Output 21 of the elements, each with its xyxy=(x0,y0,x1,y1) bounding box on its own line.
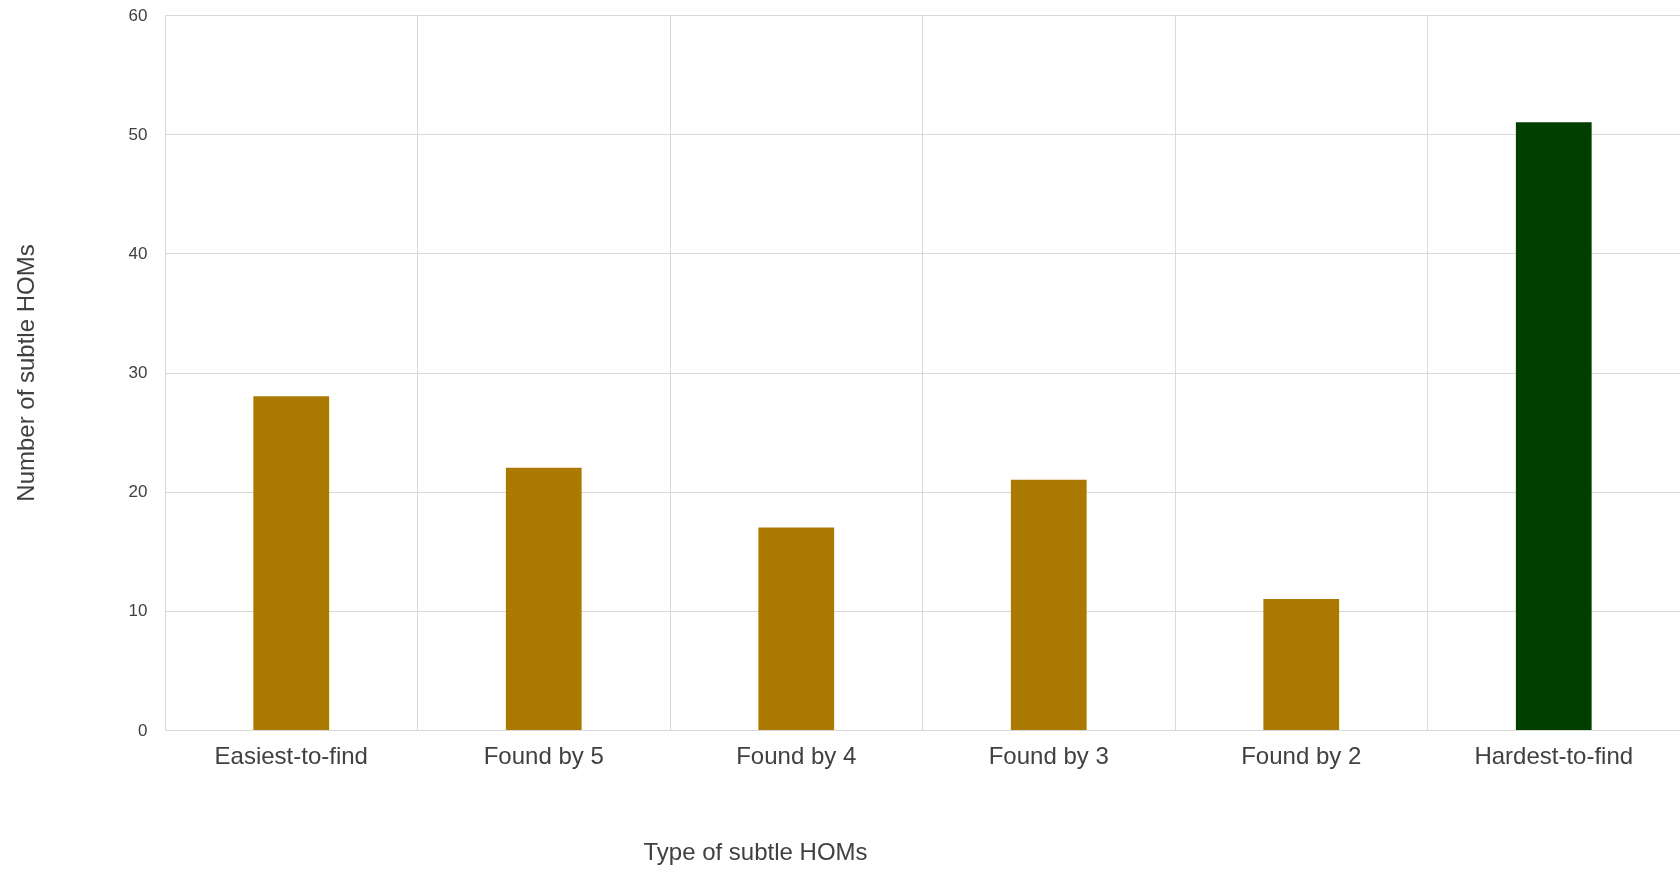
bar xyxy=(1263,598,1340,730)
bar xyxy=(1515,122,1592,730)
y-tick-label: 20 xyxy=(128,482,148,502)
bar xyxy=(1010,479,1087,730)
y-tick-label: 60 xyxy=(128,5,148,25)
x-tick-label: Easiest-to-find xyxy=(214,741,368,769)
x-tick-label: Found by 4 xyxy=(736,741,857,769)
y-tick-label: 30 xyxy=(128,363,148,382)
x-tick-label: Hardest-to-find xyxy=(1474,741,1634,769)
x-axis-title: Type of subtle HOMs xyxy=(643,837,868,865)
x-tick-label: Found by 3 xyxy=(988,741,1109,769)
y-axis-title: Number of subtle HOMs xyxy=(11,244,39,502)
y-tick-label: 50 xyxy=(128,124,148,144)
y-tick-label: 10 xyxy=(128,601,148,621)
bar xyxy=(758,527,835,730)
y-tick-label: 40 xyxy=(128,243,148,263)
y-tick-label: 0 xyxy=(138,720,148,740)
x-tick-label: Found by 2 xyxy=(1241,741,1362,769)
bar xyxy=(505,467,582,730)
x-tick-label: Found by 5 xyxy=(483,741,604,769)
bar xyxy=(253,396,330,730)
